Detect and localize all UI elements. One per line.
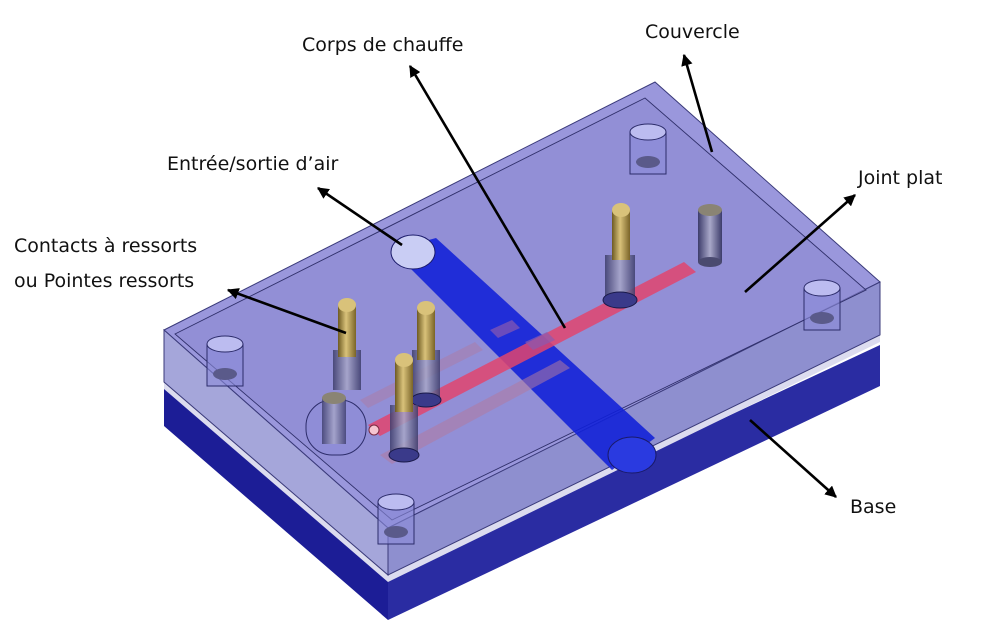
corner-post-4 bbox=[377, 493, 415, 545]
cylinder-right bbox=[698, 204, 722, 267]
arrow-heater bbox=[408, 64, 567, 329]
capsule-bore bbox=[305, 392, 367, 456]
label-base: Base bbox=[850, 496, 896, 518]
label-gasket: Joint plat bbox=[857, 167, 942, 189]
label-air: Entrée/sortie d’air bbox=[167, 153, 338, 175]
arrow-cover bbox=[681, 53, 714, 153]
arrow-gasket bbox=[744, 194, 856, 293]
label-contacts-line1: Contacts à ressorts bbox=[14, 235, 197, 257]
arrow-base bbox=[749, 419, 837, 498]
spring-pin-left-1 bbox=[333, 298, 361, 390]
label-contacts-line2: ou Pointes ressorts bbox=[14, 270, 194, 292]
spring-pin-left-2 bbox=[410, 301, 442, 408]
spring-pin-right bbox=[602, 203, 638, 309]
corner-post-1 bbox=[629, 123, 667, 175]
label-cover: Couvercle bbox=[645, 21, 740, 43]
arrow-air bbox=[317, 186, 403, 247]
corner-post-2 bbox=[803, 279, 841, 331]
arrow-contacts bbox=[226, 288, 347, 335]
label-heater: Corps de chauffe bbox=[302, 34, 463, 56]
corner-post-3 bbox=[206, 335, 244, 387]
spring-pin-left-3 bbox=[388, 353, 420, 463]
